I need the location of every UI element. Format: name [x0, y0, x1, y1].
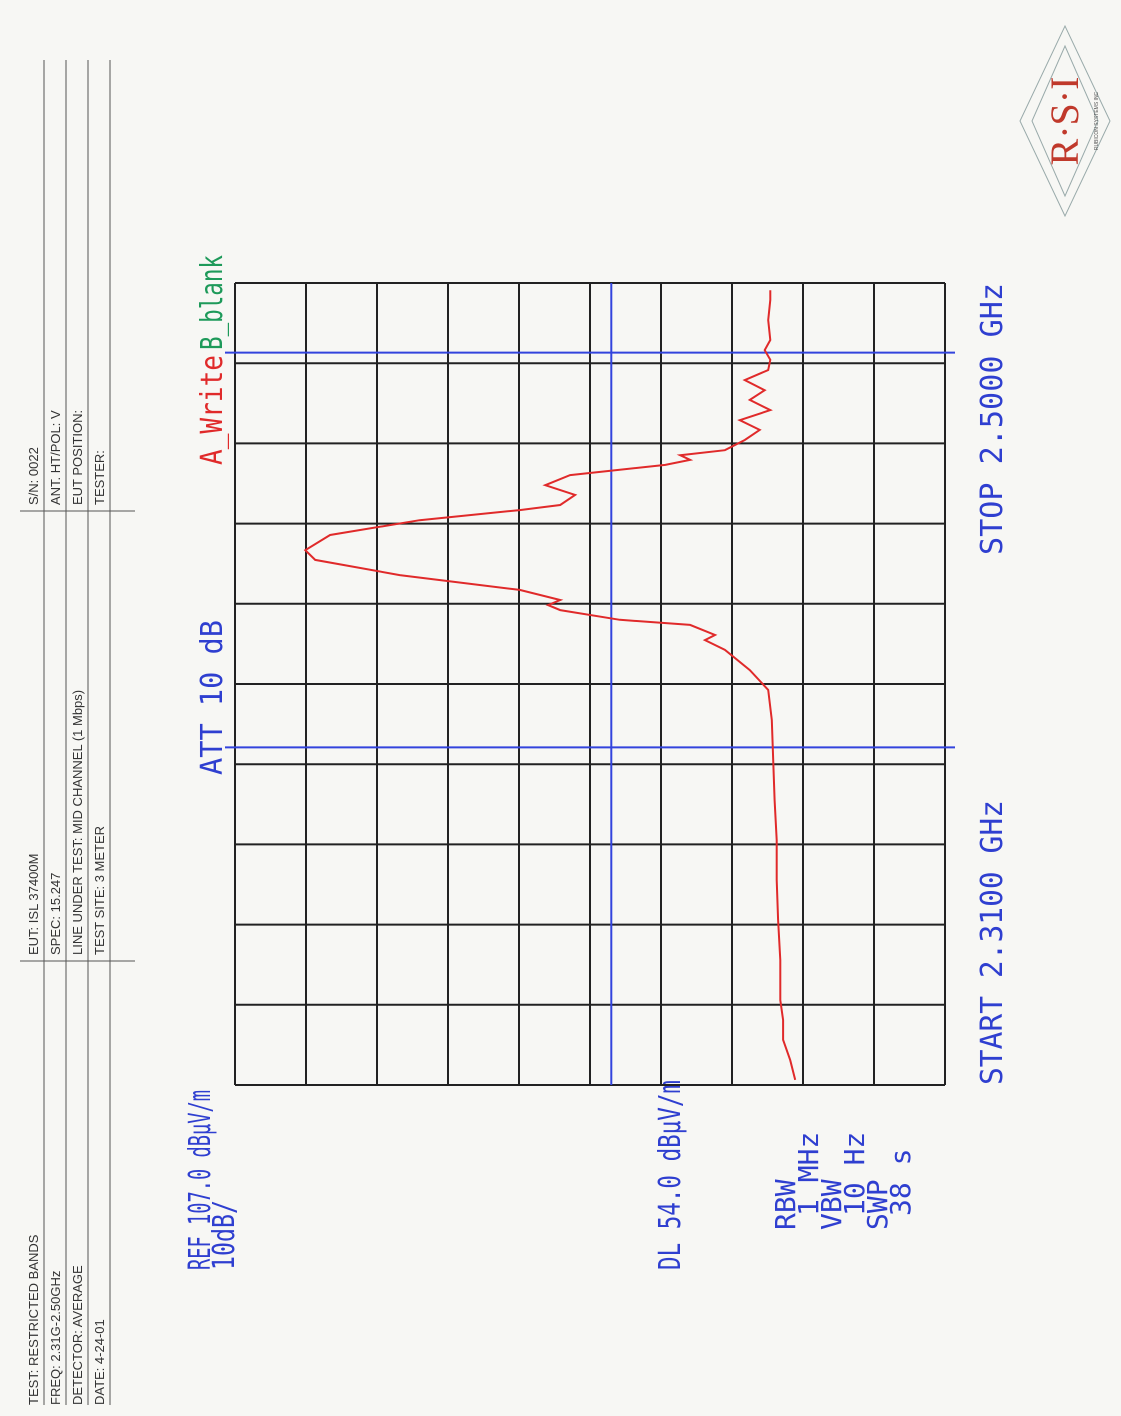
header-cell: TESTER: [92, 450, 107, 505]
header-cell: DATE: 4-24-01 [92, 1319, 107, 1405]
setting: SWP [861, 1179, 894, 1230]
setting: 10 Hz [838, 1132, 871, 1216]
header-cell: FREQ: 2.31G-2.50GHz [48, 1271, 63, 1405]
header-cell: EUT POSITION: [70, 410, 85, 505]
setting: VBW [815, 1179, 848, 1230]
header-cell: LINE UNDER TEST: MID CHANNEL (1 Mbps) [70, 690, 85, 955]
logo: R·S·I RUBICON SYSTEMS INC [1019, 24, 1111, 218]
reference-level: REF 107.0 dBµV/m [183, 1090, 218, 1270]
header-cell: SPEC: 15.247 [48, 873, 63, 955]
header-cell: DETECTOR: AVERAGE [70, 1265, 85, 1405]
logo-subtext: RUBICON SYSTEMS INC [1094, 91, 1100, 150]
landscape-sheet: R·S·I RUBICON SYSTEMS INC REF 107.0 dBµV… [20, 24, 1111, 1405]
setting: RBW [769, 1179, 802, 1230]
scale: 10dB/ [207, 1200, 242, 1270]
header-cell: S/N: 0022 [26, 447, 41, 505]
attenuation: ATT 10 dB [195, 620, 230, 775]
stop-frequency: STOP 2.5000 GHz [975, 283, 1010, 555]
setting: 1 MHz [792, 1132, 825, 1216]
legend-entry: B_blank [195, 255, 230, 350]
logo-diamond [1019, 24, 1111, 218]
setting: 38 s [884, 1149, 917, 1216]
logo-text: R·S·I [1042, 77, 1087, 166]
start-frequency: START 2.3100 GHz [975, 800, 1010, 1085]
header-cell: TEST SITE: 3 METER [92, 826, 107, 955]
display-line-label: DL 54.0 dBµV/m [653, 1080, 688, 1270]
trace [303, 290, 797, 1081]
header-cell: EUT: ISL 37400M [26, 854, 41, 955]
header-cell: ANT. HT/POL: V [48, 410, 63, 505]
header-cell: TEST: RESTRICTED BANDS [26, 1234, 41, 1405]
legend-entry: A_Write [195, 355, 230, 465]
